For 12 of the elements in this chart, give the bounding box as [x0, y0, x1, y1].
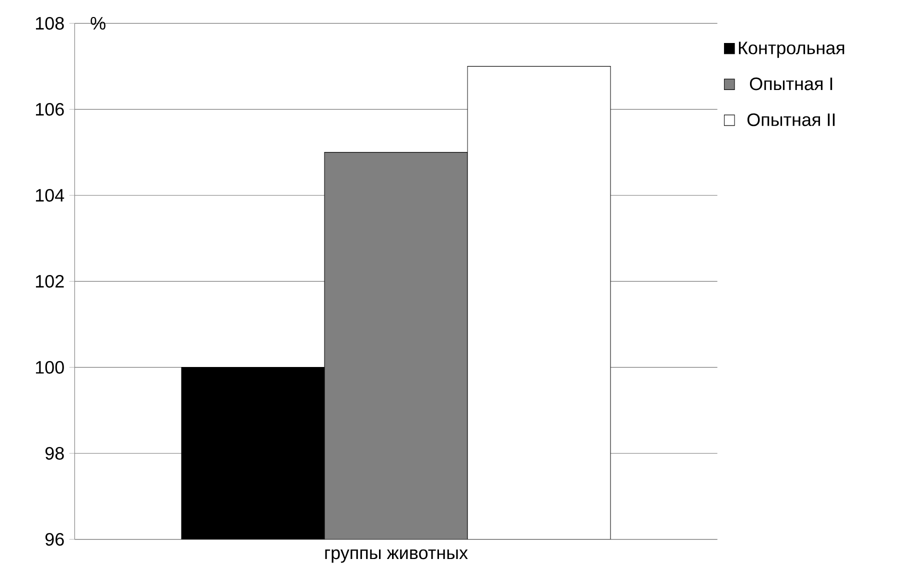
y-tick-label: 96: [45, 532, 64, 546]
legend-label: Опытная II: [747, 113, 835, 126]
y-tick-label: 100: [36, 360, 64, 374]
y-tick-label: 98: [45, 446, 64, 460]
y-tick-label: 104: [36, 188, 64, 202]
x-tick-label: группы животных: [325, 549, 468, 563]
y-tick-label: 108: [36, 16, 64, 30]
legend-label: Опытная I: [750, 77, 832, 90]
y-tick-label: 106: [36, 102, 64, 116]
legend-label: Контрольная: [738, 42, 844, 58]
y-tick-label: 102: [36, 274, 64, 288]
y-axis-title: %: [90, 17, 106, 30]
